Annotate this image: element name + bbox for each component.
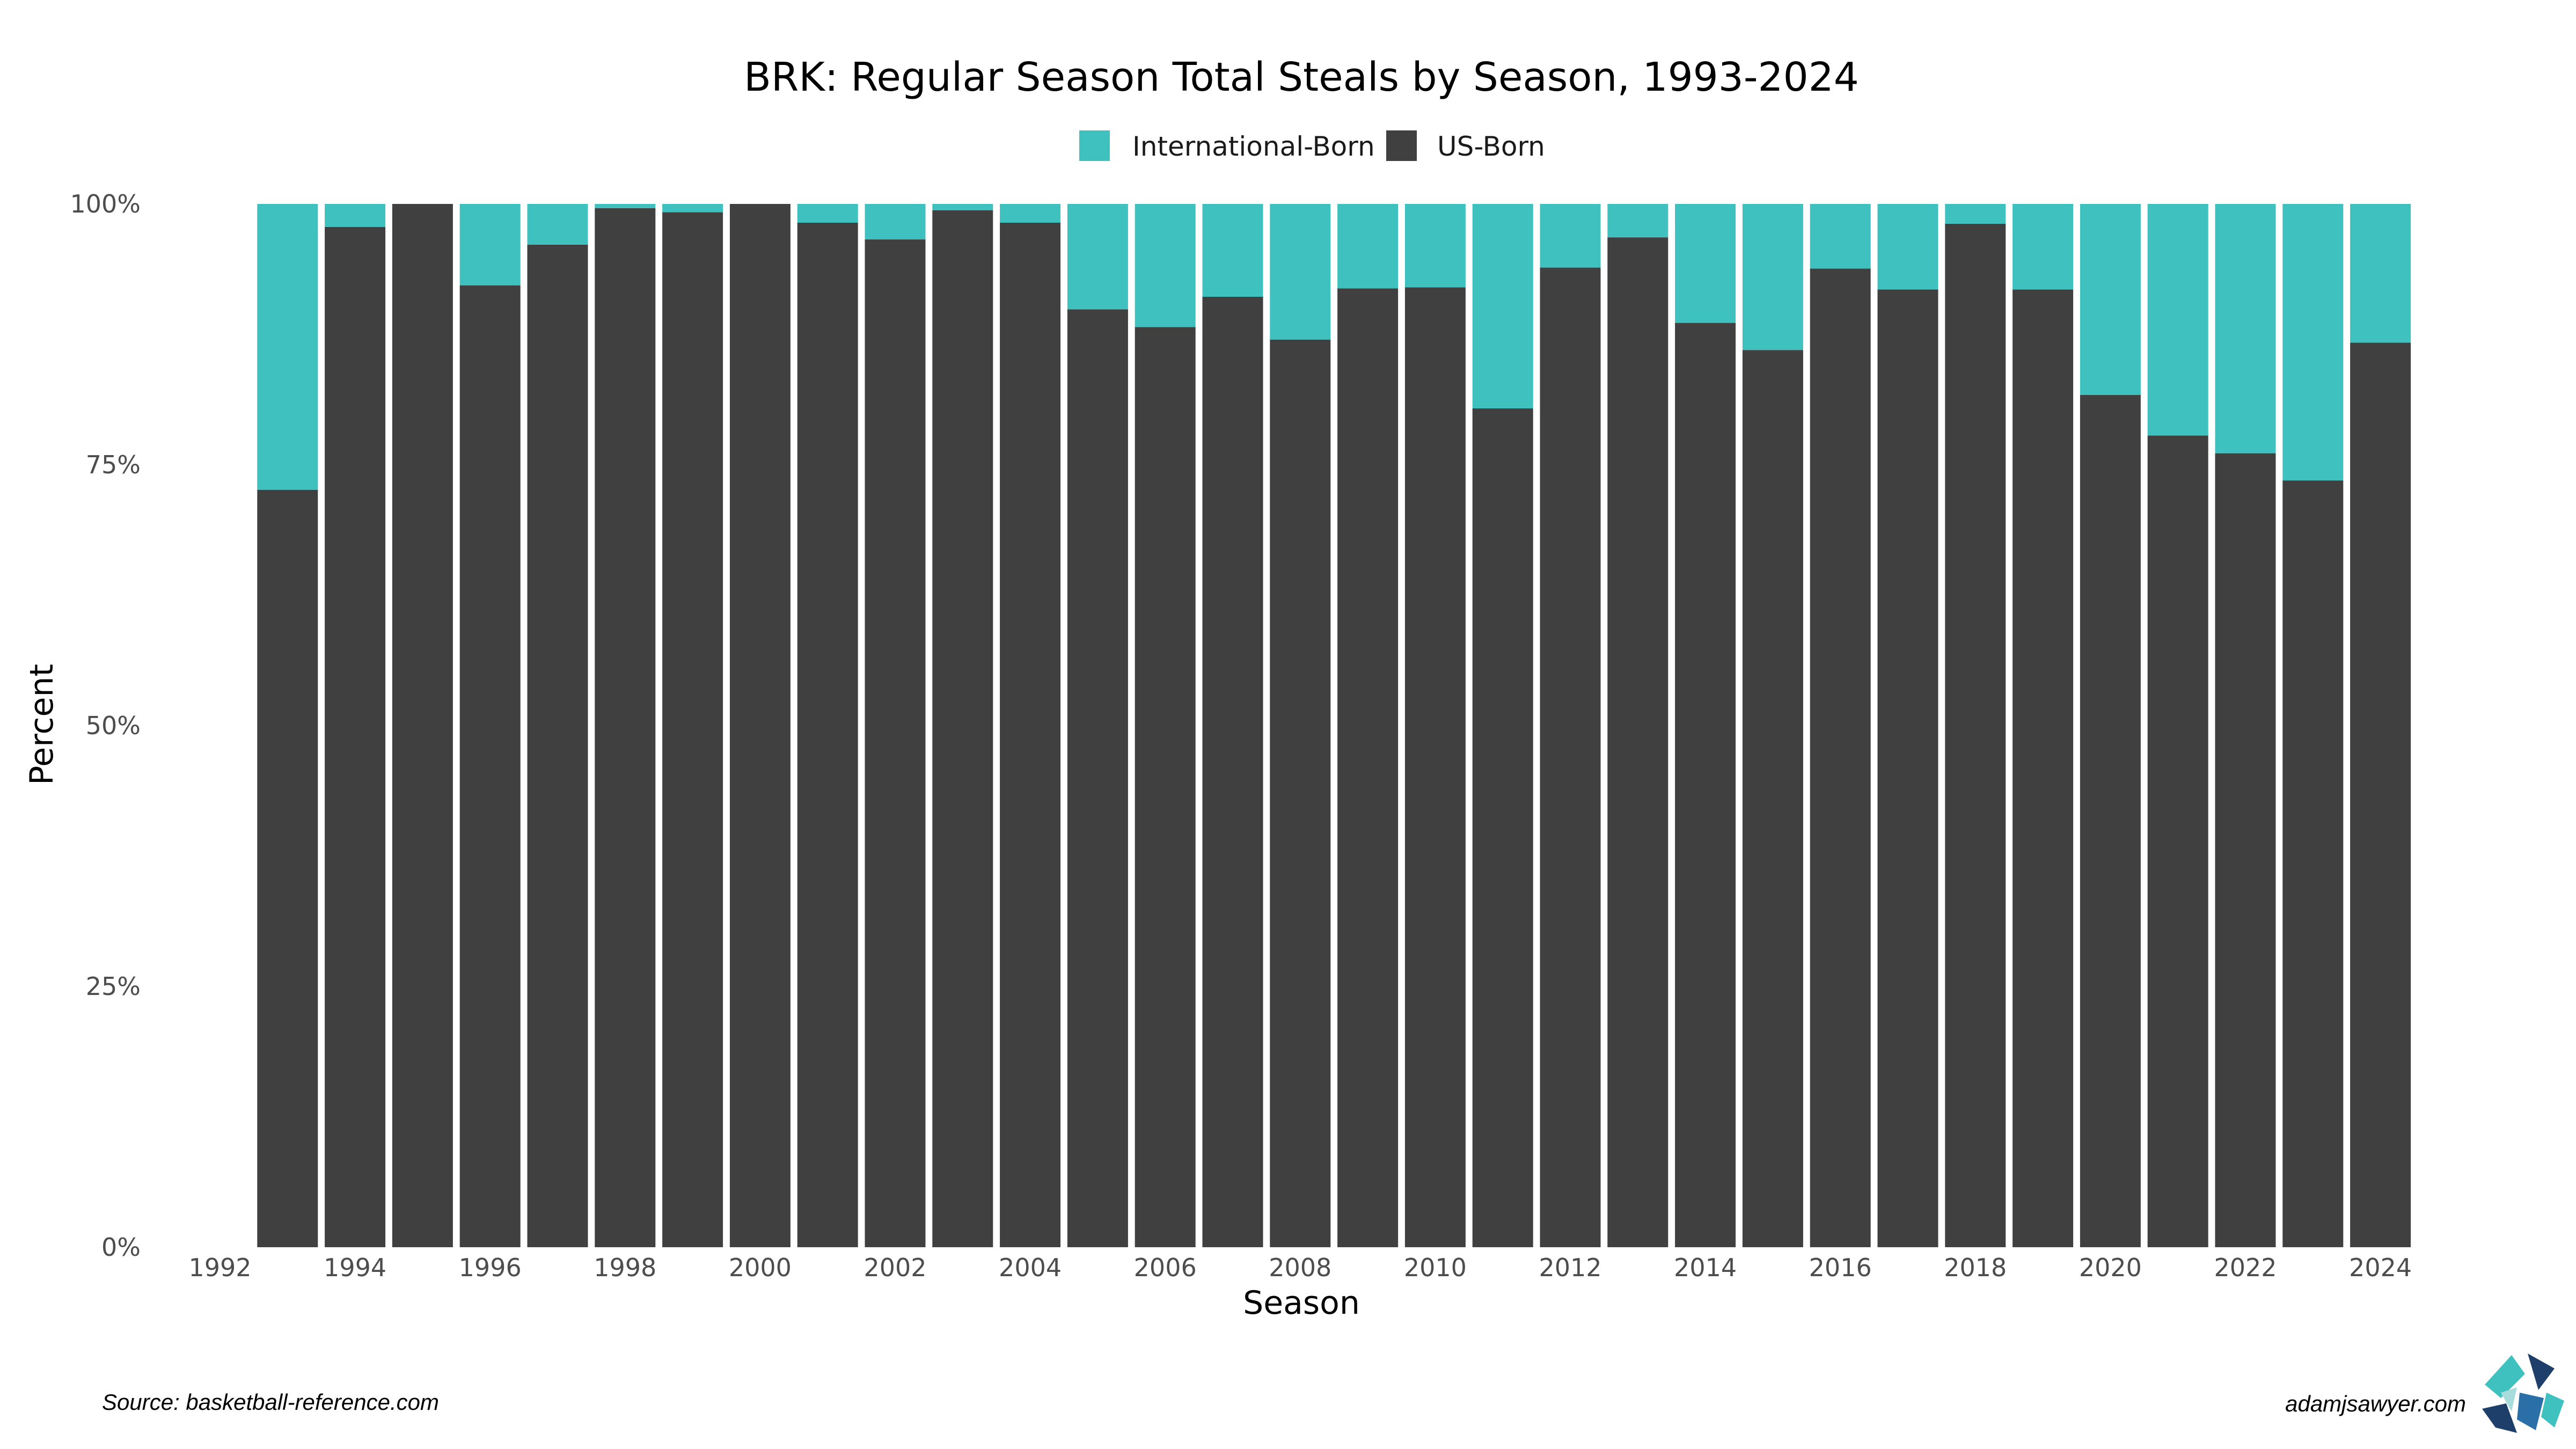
legend-swatch-international [1079, 130, 1110, 161]
bars [257, 204, 2411, 1248]
y-tick-label: 50% [86, 711, 141, 740]
bar-international-2017 [1877, 204, 1938, 290]
bar-us-born-2023 [2282, 480, 2344, 1248]
site-credit[interactable]: adamjsawyer.com [2285, 1391, 2466, 1416]
x-tick-label: 2012 [1539, 1253, 1601, 1282]
bar-us-born-2005 [1067, 309, 1128, 1247]
bar-international-2024 [2350, 204, 2411, 343]
bar-us-born-2015 [1742, 350, 1803, 1248]
bar-us-born-2003 [932, 210, 993, 1247]
x-tick-label: 2000 [729, 1253, 792, 1282]
x-tick-label: 2014 [1674, 1253, 1737, 1282]
bar-us-born-1993 [257, 489, 318, 1247]
bar-international-1998 [595, 204, 656, 208]
bar-us-born-2019 [2012, 289, 2074, 1248]
bar-international-2003 [932, 204, 993, 210]
bar-us-born-2016 [1810, 268, 1871, 1247]
x-tick-label: 1998 [594, 1253, 656, 1282]
bar-us-born-2012 [1540, 267, 1601, 1248]
x-tick-label: 2024 [2349, 1253, 2412, 1282]
bar-us-born-2017 [1877, 289, 1938, 1248]
bar-international-2012 [1540, 204, 1601, 268]
legend-label-us-born: US-Born [1437, 131, 1545, 162]
source-caption: Source: basketball-reference.com [102, 1389, 439, 1415]
x-tick-label: 2016 [1809, 1253, 1872, 1282]
x-tick-label: 2010 [1404, 1253, 1467, 1282]
bar-international-1994 [325, 204, 386, 227]
bar-us-born-2013 [1607, 237, 1668, 1247]
bar-us-born-1994 [325, 226, 386, 1247]
bar-us-born-2021 [2147, 435, 2208, 1247]
bar-international-2016 [1810, 204, 1871, 269]
x-tick-label: 2008 [1269, 1253, 1331, 1282]
bar-us-born-2022 [2215, 453, 2276, 1248]
x-tick-label: 1994 [324, 1253, 386, 1282]
bar-international-2001 [797, 204, 858, 223]
bar-us-born-2006 [1135, 327, 1196, 1247]
bar-international-1993 [257, 204, 318, 490]
bar-us-born-1998 [595, 208, 656, 1247]
bar-us-born-2018 [1945, 223, 2006, 1247]
y-tick-label: 75% [86, 450, 141, 479]
bar-us-born-2010 [1404, 287, 1466, 1247]
bar-us-born-2024 [2350, 342, 2411, 1247]
bar-international-1996 [459, 204, 521, 286]
bar-international-2002 [865, 204, 926, 240]
bar-us-born-1997 [527, 244, 588, 1247]
y-tick-label: 25% [86, 972, 141, 1001]
bar-international-2009 [1337, 204, 1399, 289]
x-tick-label: 2006 [1134, 1253, 1197, 1282]
bar-international-2004 [1000, 204, 1061, 223]
bar-international-2011 [1472, 204, 1533, 409]
bar-international-2023 [2282, 204, 2344, 481]
bar-international-1999 [662, 204, 723, 213]
bar-us-born-2000 [729, 204, 791, 1247]
bar-international-2014 [1675, 204, 1736, 323]
bar-us-born-2002 [865, 239, 926, 1248]
x-tick-label: 2002 [863, 1253, 926, 1282]
bar-international-2021 [2147, 204, 2208, 436]
x-tick-label: 2020 [2079, 1253, 2142, 1282]
bar-us-born-2020 [2080, 394, 2141, 1248]
bar-us-born-2014 [1675, 323, 1736, 1248]
x-tick-label: 2022 [2214, 1253, 2277, 1282]
bar-international-2022 [2215, 204, 2276, 453]
bar-international-2020 [2080, 204, 2141, 395]
bar-international-2010 [1404, 204, 1466, 288]
bar-international-2015 [1742, 204, 1803, 350]
bar-us-born-2004 [1000, 222, 1061, 1248]
y-axis: 0% 25% 50% 75% 100% [70, 189, 141, 1262]
x-axis-title: Season [1243, 1284, 1360, 1322]
x-tick-label: 2004 [999, 1253, 1062, 1282]
bar-us-born-2007 [1202, 297, 1263, 1247]
bar-us-born-2001 [797, 222, 858, 1248]
chart-title: BRK: Regular Season Total Steals by Seas… [744, 54, 1859, 100]
bar-international-2013 [1607, 204, 1668, 238]
bar-international-2019 [2012, 204, 2074, 290]
bar-international-2007 [1202, 204, 1263, 297]
y-tick-label: 0% [101, 1233, 141, 1262]
bar-us-born-2008 [1270, 339, 1331, 1247]
bar-us-born-2011 [1472, 408, 1533, 1248]
legend-label-international: International-Born [1132, 131, 1375, 162]
bar-us-born-2009 [1337, 288, 1399, 1247]
bar-international-2008 [1270, 204, 1331, 340]
bar-international-1997 [527, 204, 588, 245]
legend-swatch-us-born [1386, 130, 1417, 161]
adamjsawyer-logo-icon [2480, 1353, 2564, 1437]
x-axis: 1992 1994 1996 1998 2000 2002 2004 2006 2008 2010… [188, 1253, 2412, 1282]
bar-us-born-1996 [459, 285, 521, 1247]
bar-us-born-1995 [392, 204, 453, 1247]
y-tick-label: 100% [70, 189, 141, 218]
bar-international-2005 [1067, 204, 1128, 310]
legend: International-Born US-Born [1079, 130, 1545, 162]
x-tick-label: 2018 [1944, 1253, 2007, 1282]
x-tick-label: 1992 [188, 1253, 251, 1282]
bar-international-2018 [1945, 204, 2006, 224]
x-tick-label: 1996 [459, 1253, 522, 1282]
bar-international-2006 [1135, 204, 1196, 327]
y-axis-title: Percent [23, 664, 61, 785]
bar-us-born-1999 [662, 212, 723, 1247]
